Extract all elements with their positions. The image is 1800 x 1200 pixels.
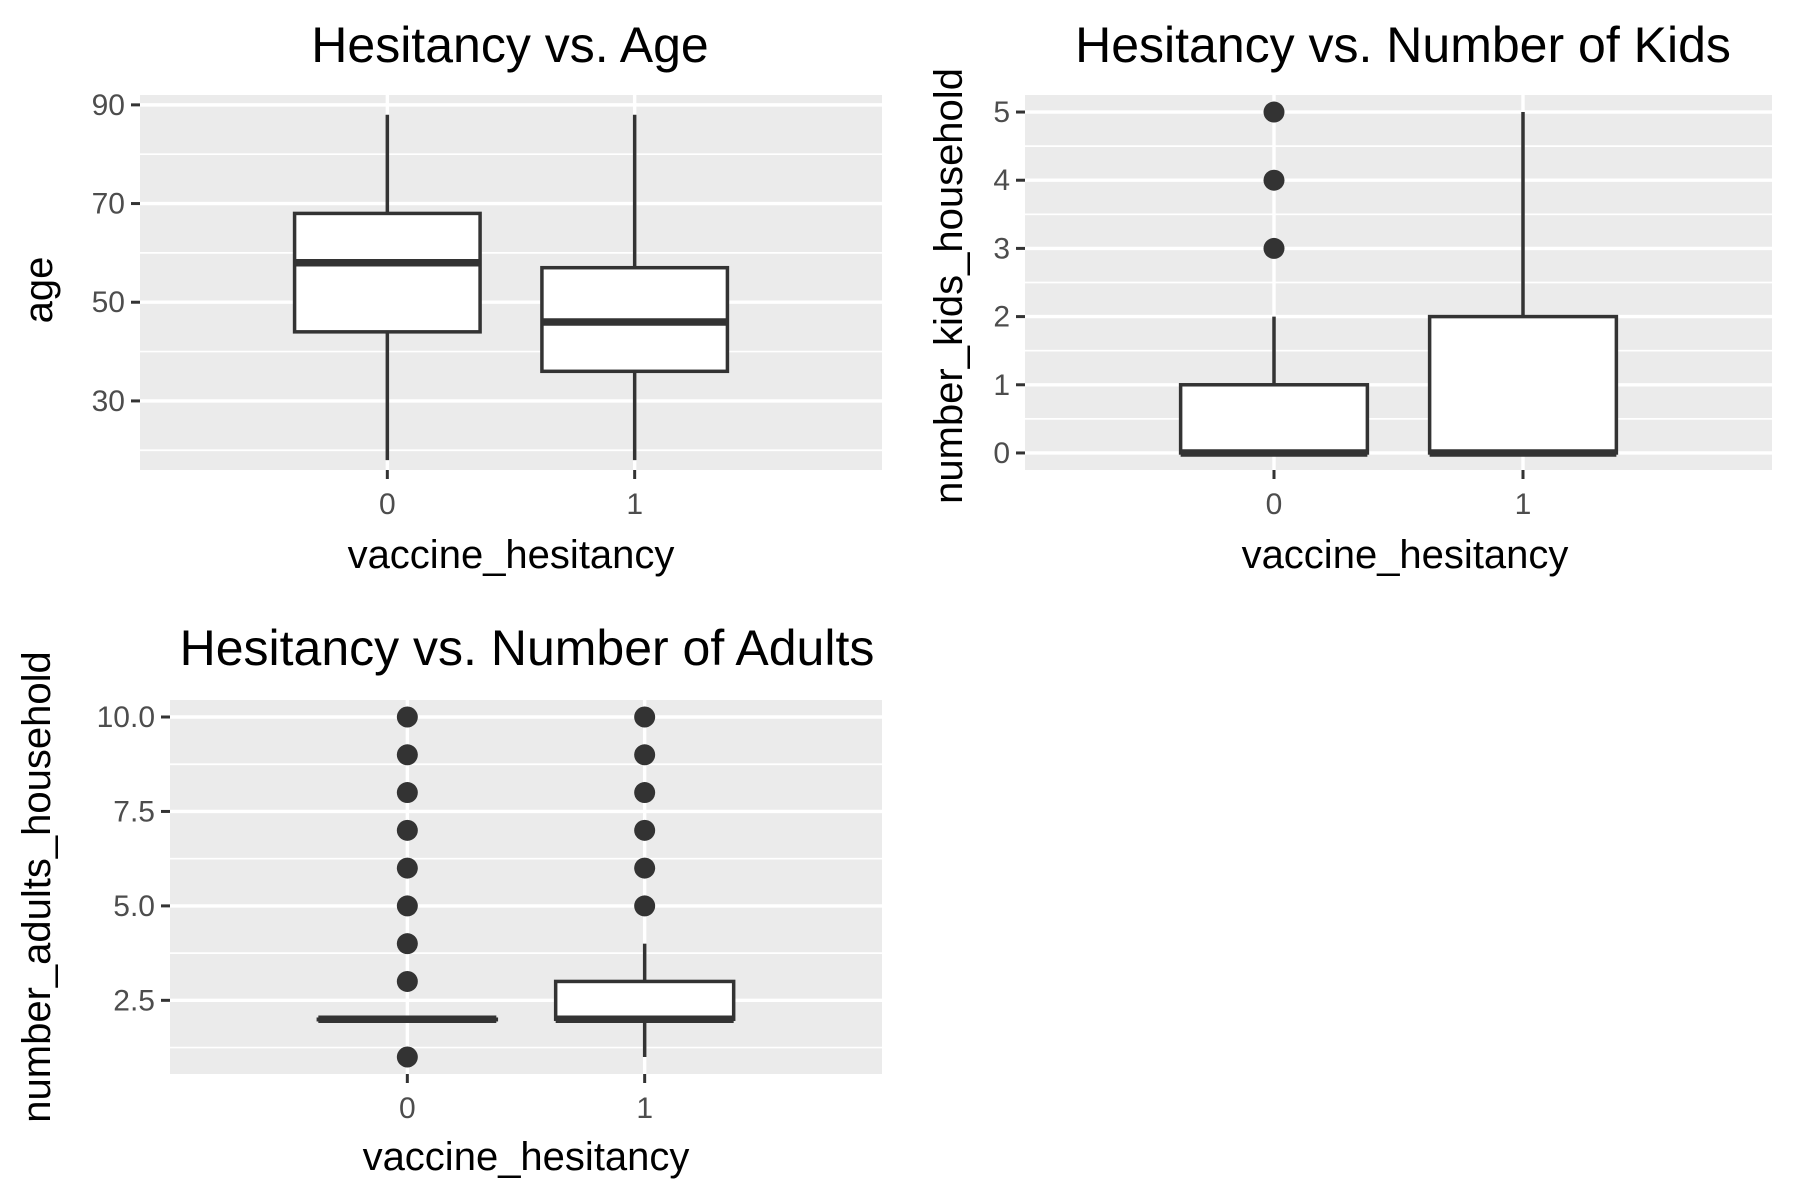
- y-tick-label: 5.0: [113, 890, 155, 923]
- y-tick-label: 1: [993, 369, 1010, 402]
- outlier-point: [396, 933, 418, 955]
- x-tick-label: 1: [1515, 488, 1532, 521]
- boxplot-group-0: [316, 706, 499, 1068]
- x-axis-title: vaccine_hesitancy: [1242, 533, 1569, 577]
- y-tick-label: 90: [92, 89, 125, 122]
- boxplot-group-0: [292, 114, 482, 461]
- y-tick-label: 7.5: [113, 795, 155, 828]
- boxplot-group-1: [540, 114, 730, 461]
- y-tick-label: 4: [993, 164, 1010, 197]
- y-axis-title: number_adults_household: [15, 651, 59, 1122]
- chart-title: Hesitancy vs. Number of Kids: [1075, 17, 1731, 73]
- chart-title: Hesitancy vs. Age: [311, 17, 708, 73]
- outlier-point: [634, 895, 656, 917]
- outlier-point: [1263, 101, 1285, 123]
- y-tick-label: 10.0: [97, 701, 155, 734]
- outlier-point: [396, 970, 418, 992]
- y-tick-label: 5: [993, 96, 1010, 129]
- y-axis-title: number_kids_household: [927, 68, 971, 504]
- age-boxplot-panel: 30 50 70 90 0 1 Hesitancy vs. Age vaccine_hesit…: [17, 17, 882, 577]
- outlier-point: [1263, 237, 1285, 259]
- outlier-point: [396, 895, 418, 917]
- outlier-point: [634, 857, 656, 879]
- outlier-point: [396, 782, 418, 804]
- y-tick-label: 0: [993, 437, 1010, 470]
- y-tick-label: 70: [92, 188, 125, 221]
- iqr-box: [292, 211, 482, 334]
- outlier-point: [396, 744, 418, 766]
- boxplot-group-1: [553, 706, 736, 1057]
- x-tick-label: 0: [399, 1092, 416, 1125]
- y-axis-title: age: [17, 257, 61, 324]
- panel-background: [140, 95, 882, 470]
- x-tick-label: 1: [636, 1092, 653, 1125]
- iqr-box: [553, 979, 736, 1021]
- outlier-point: [634, 706, 656, 728]
- iqr-box: [1178, 383, 1370, 455]
- outlier-point: [396, 819, 418, 841]
- y-tick-label: 30: [92, 385, 125, 418]
- outlier-point: [634, 819, 656, 841]
- iqr-box: [1427, 314, 1619, 455]
- y-tick-label: 2.5: [113, 984, 155, 1017]
- y-tick-label: 2: [993, 301, 1010, 334]
- boxplot-group-0: [1178, 101, 1370, 457]
- y-tick-label: 3: [993, 232, 1010, 265]
- panel-background: [170, 700, 882, 1074]
- x-tick-label: 0: [1266, 488, 1283, 521]
- outlier-point: [634, 744, 656, 766]
- outlier-point: [396, 857, 418, 879]
- boxplot-group-1: [1427, 112, 1619, 457]
- outlier-point: [396, 706, 418, 728]
- outlier-point: [634, 782, 656, 804]
- x-tick-label: 0: [379, 488, 396, 521]
- outlier-point: [1263, 169, 1285, 191]
- x-axis-title: vaccine_hesitancy: [363, 1135, 690, 1179]
- x-axis-title: vaccine_hesitancy: [348, 533, 675, 577]
- outlier-point: [396, 1046, 418, 1068]
- chart-title: Hesitancy vs. Number of Adults: [180, 620, 875, 676]
- adults-boxplot-panel: 2.5 5.0 7.5 10.0 0 1 Hesitancy vs. Number of A…: [15, 620, 882, 1179]
- x-tick-label: 1: [626, 488, 643, 521]
- y-tick-label: 50: [92, 286, 125, 319]
- kids-boxplot-panel: 0 1 2 3 4 5 0 1 Hesitancy vs. Number of Kids vacc…: [927, 17, 1772, 577]
